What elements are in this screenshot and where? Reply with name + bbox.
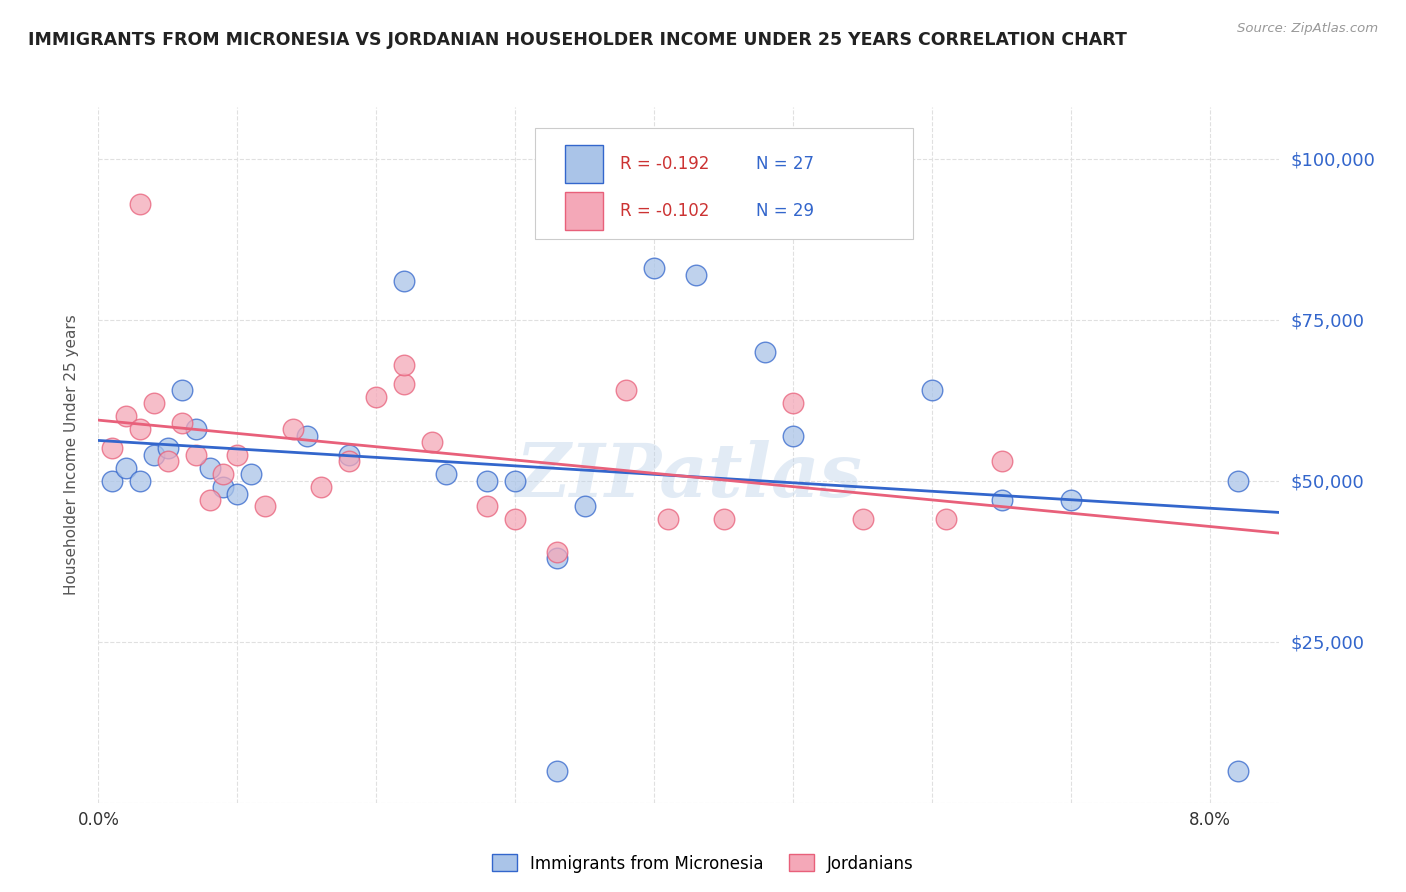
Text: R = -0.192: R = -0.192 <box>620 155 710 173</box>
Point <box>295 428 318 442</box>
FancyBboxPatch shape <box>565 192 603 230</box>
Point <box>782 396 804 410</box>
Point <box>921 384 943 398</box>
Point <box>281 422 304 436</box>
Y-axis label: Householder Income Under 25 years: Householder Income Under 25 years <box>65 315 79 595</box>
Text: N = 27: N = 27 <box>756 155 814 173</box>
FancyBboxPatch shape <box>536 128 914 239</box>
Point <box>115 409 138 424</box>
Point <box>1060 493 1083 508</box>
Point <box>503 512 526 526</box>
Point <box>129 196 152 211</box>
FancyBboxPatch shape <box>565 145 603 183</box>
Point <box>170 384 193 398</box>
Point <box>935 512 957 526</box>
Point <box>643 261 665 276</box>
Point <box>1226 764 1249 778</box>
Point <box>156 454 179 468</box>
Point <box>392 358 415 372</box>
Point <box>156 442 179 456</box>
Point <box>337 454 360 468</box>
Point <box>170 416 193 430</box>
Point <box>1226 474 1249 488</box>
Point <box>392 274 415 288</box>
Point <box>852 512 875 526</box>
Point <box>420 435 443 450</box>
Point <box>129 474 152 488</box>
Point <box>115 460 138 475</box>
Point <box>546 551 568 566</box>
Point <box>477 474 499 488</box>
Point <box>101 474 124 488</box>
Point <box>574 500 596 514</box>
Point <box>477 500 499 514</box>
Point <box>184 448 207 462</box>
Point <box>782 428 804 442</box>
Point <box>240 467 263 482</box>
Point <box>309 480 332 494</box>
Point <box>503 474 526 488</box>
Point <box>990 454 1012 468</box>
Point <box>685 268 707 282</box>
Legend: Immigrants from Micronesia, Jordanians: Immigrants from Micronesia, Jordanians <box>485 847 921 880</box>
Point <box>392 377 415 392</box>
Text: IMMIGRANTS FROM MICRONESIA VS JORDANIAN HOUSEHOLDER INCOME UNDER 25 YEARS CORREL: IMMIGRANTS FROM MICRONESIA VS JORDANIAN … <box>28 31 1128 49</box>
Point <box>143 448 166 462</box>
Point <box>184 422 207 436</box>
Text: N = 29: N = 29 <box>756 202 814 219</box>
Text: Source: ZipAtlas.com: Source: ZipAtlas.com <box>1237 22 1378 36</box>
Point <box>434 467 457 482</box>
Point <box>198 460 221 475</box>
Point <box>198 493 221 508</box>
Point <box>990 493 1012 508</box>
Point <box>101 442 124 456</box>
Point <box>226 448 249 462</box>
Point <box>129 422 152 436</box>
Point <box>616 384 638 398</box>
Point <box>337 448 360 462</box>
Point <box>212 480 235 494</box>
Point <box>254 500 277 514</box>
Text: R = -0.102: R = -0.102 <box>620 202 710 219</box>
Point <box>657 512 679 526</box>
Point <box>546 764 568 778</box>
Text: ZIPatlas: ZIPatlas <box>516 440 862 512</box>
Point <box>143 396 166 410</box>
Point <box>366 390 388 404</box>
Point <box>546 544 568 558</box>
Point <box>212 467 235 482</box>
Point <box>226 486 249 500</box>
Point <box>713 512 735 526</box>
Point <box>754 344 776 359</box>
